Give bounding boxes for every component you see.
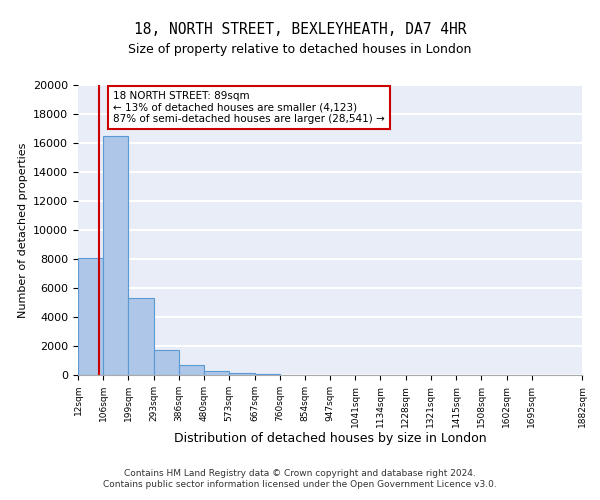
Bar	[229, 373, 254, 375]
X-axis label: Distribution of detached houses by size in London: Distribution of detached houses by size …	[173, 432, 487, 446]
Text: Contains HM Land Registry data © Crown copyright and database right 2024.: Contains HM Land Registry data © Crown c…	[124, 469, 476, 478]
Bar	[254, 374, 280, 375]
Bar	[103, 136, 128, 375]
Text: Size of property relative to detached houses in London: Size of property relative to detached ho…	[128, 42, 472, 56]
Text: Contains public sector information licensed under the Open Government Licence v3: Contains public sector information licen…	[103, 480, 497, 489]
Text: 18 NORTH STREET: 89sqm
← 13% of detached houses are smaller (4,123)
87% of semi-: 18 NORTH STREET: 89sqm ← 13% of detached…	[113, 91, 385, 124]
Text: 18, NORTH STREET, BEXLEYHEATH, DA7 4HR: 18, NORTH STREET, BEXLEYHEATH, DA7 4HR	[134, 22, 466, 38]
Bar	[154, 350, 179, 375]
Bar	[128, 298, 154, 375]
Y-axis label: Number of detached properties: Number of detached properties	[17, 142, 28, 318]
Bar	[179, 365, 204, 375]
Bar	[78, 258, 103, 375]
Bar	[204, 370, 229, 375]
